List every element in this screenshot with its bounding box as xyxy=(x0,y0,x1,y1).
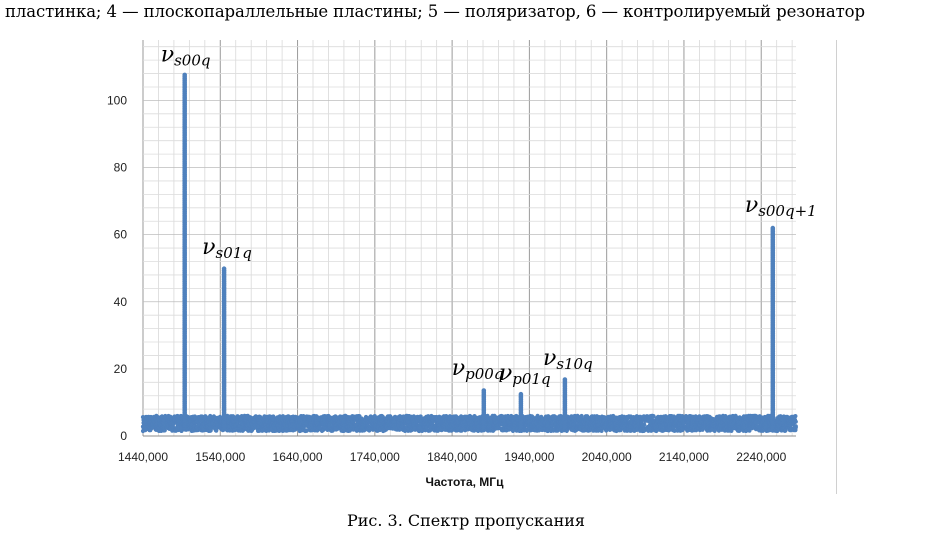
y-tick-label: 20 xyxy=(114,362,128,376)
transmission-spectrum-chart: 0 20 40 60 80 100 1440,000 1540,000 1640,000 174… xyxy=(107,40,817,489)
x-axis-label: Частота, МГц xyxy=(426,475,505,489)
x-tick-label: 1540,000 xyxy=(195,450,245,464)
peak-point xyxy=(770,225,776,231)
y-tick-label: 60 xyxy=(114,228,128,242)
peak-point xyxy=(481,388,487,393)
baseline-point xyxy=(793,414,798,419)
peak-point xyxy=(221,266,227,272)
x-tick-label: 2040,000 xyxy=(582,450,632,464)
peak-label: νs01q xyxy=(202,235,252,262)
baseline-point xyxy=(485,413,490,418)
x-tick-label: 1840,000 xyxy=(427,450,477,464)
x-tick-label: 1940,000 xyxy=(504,450,554,464)
x-tick-label: 2240,000 xyxy=(736,450,786,464)
x-tick-label: 1640,000 xyxy=(273,450,323,464)
y-tick-label: 80 xyxy=(114,161,128,175)
peak-point xyxy=(182,72,187,78)
x-tick-label: 1440,000 xyxy=(118,450,168,464)
x-tick-label: 1740,000 xyxy=(350,450,400,464)
baseline-point xyxy=(579,413,584,419)
y-tick-label: 0 xyxy=(120,429,127,443)
body-text-line: пластинка; 4 — плоскопараллельные пласти… xyxy=(5,2,865,21)
y-tick-labels: 0 20 40 60 80 100 xyxy=(107,93,127,443)
chart-data-points xyxy=(140,72,798,434)
baseline-point xyxy=(793,424,798,429)
peak-label: νs10q xyxy=(543,346,593,373)
chart-grid xyxy=(142,40,796,437)
y-tick-label: 100 xyxy=(107,93,127,107)
baseline-point xyxy=(585,414,590,419)
baseline-point xyxy=(599,428,604,433)
y-tick-label: 40 xyxy=(114,295,128,309)
baseline-point xyxy=(642,422,647,427)
peak-point xyxy=(562,377,568,382)
x-tick-label: 2140,000 xyxy=(659,450,709,464)
peak-point xyxy=(518,391,524,397)
baseline-point xyxy=(535,413,540,418)
peak-label: νs00q+1 xyxy=(745,193,817,220)
baseline-point xyxy=(793,419,798,424)
figure-frame-rule xyxy=(836,40,837,494)
figure-caption: Рис. 3. Спектр пропускания xyxy=(346,511,585,530)
peak-label: νp00q xyxy=(452,356,504,383)
x-tick-labels: 1440,000 1540,000 1640,000 1740,000 1840,000… xyxy=(118,450,787,464)
